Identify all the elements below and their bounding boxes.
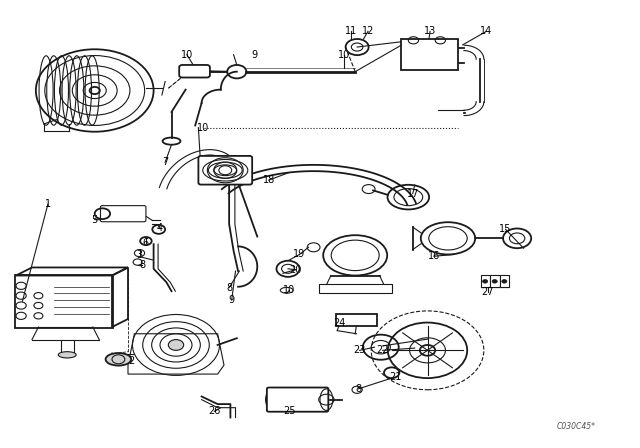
FancyBboxPatch shape <box>401 39 458 70</box>
Text: 8: 8 <box>226 283 232 293</box>
Text: 21: 21 <box>389 372 402 382</box>
Text: 15: 15 <box>499 224 512 234</box>
Circle shape <box>483 280 488 283</box>
Text: 4: 4 <box>157 224 163 233</box>
FancyBboxPatch shape <box>500 275 509 287</box>
Text: 19: 19 <box>293 250 306 259</box>
FancyBboxPatch shape <box>100 206 146 222</box>
Text: 10: 10 <box>283 285 296 295</box>
Text: 9: 9 <box>252 50 258 60</box>
Text: 1: 1 <box>45 199 51 209</box>
Ellipse shape <box>58 352 76 358</box>
FancyBboxPatch shape <box>267 388 328 412</box>
Text: 16: 16 <box>428 251 440 261</box>
FancyBboxPatch shape <box>15 275 113 328</box>
Text: C030C45*: C030C45* <box>556 422 595 431</box>
Text: 25: 25 <box>283 406 296 416</box>
FancyBboxPatch shape <box>179 65 210 78</box>
Text: 23: 23 <box>353 345 366 355</box>
Text: 22: 22 <box>376 345 389 355</box>
FancyBboxPatch shape <box>481 275 490 287</box>
Text: 8: 8 <box>355 384 362 394</box>
Text: 5: 5 <box>92 215 98 224</box>
Text: 12: 12 <box>362 26 374 36</box>
Text: 24: 24 <box>333 319 346 328</box>
Circle shape <box>492 280 497 283</box>
Text: 11: 11 <box>344 26 357 36</box>
Ellipse shape <box>106 353 131 366</box>
Text: 13: 13 <box>424 26 436 36</box>
Text: 8: 8 <box>139 260 145 270</box>
Text: 26: 26 <box>208 406 221 416</box>
Text: 6: 6 <box>143 238 149 248</box>
Text: 10: 10 <box>180 50 193 60</box>
FancyBboxPatch shape <box>319 284 392 293</box>
Text: 7: 7 <box>162 157 168 167</box>
Circle shape <box>168 340 184 350</box>
FancyBboxPatch shape <box>198 156 252 185</box>
Text: 20: 20 <box>289 265 302 275</box>
Text: 9: 9 <box>228 295 235 305</box>
Circle shape <box>502 280 507 283</box>
Text: 2: 2 <box>128 356 134 366</box>
FancyBboxPatch shape <box>336 314 377 326</box>
Text: 18: 18 <box>262 175 275 185</box>
Text: 14: 14 <box>480 26 493 36</box>
Text: 17: 17 <box>406 189 419 198</box>
Text: 10: 10 <box>338 50 351 60</box>
Text: 27: 27 <box>481 287 494 297</box>
Text: 10: 10 <box>197 123 210 133</box>
Text: 3: 3 <box>136 250 143 260</box>
FancyBboxPatch shape <box>490 275 500 287</box>
